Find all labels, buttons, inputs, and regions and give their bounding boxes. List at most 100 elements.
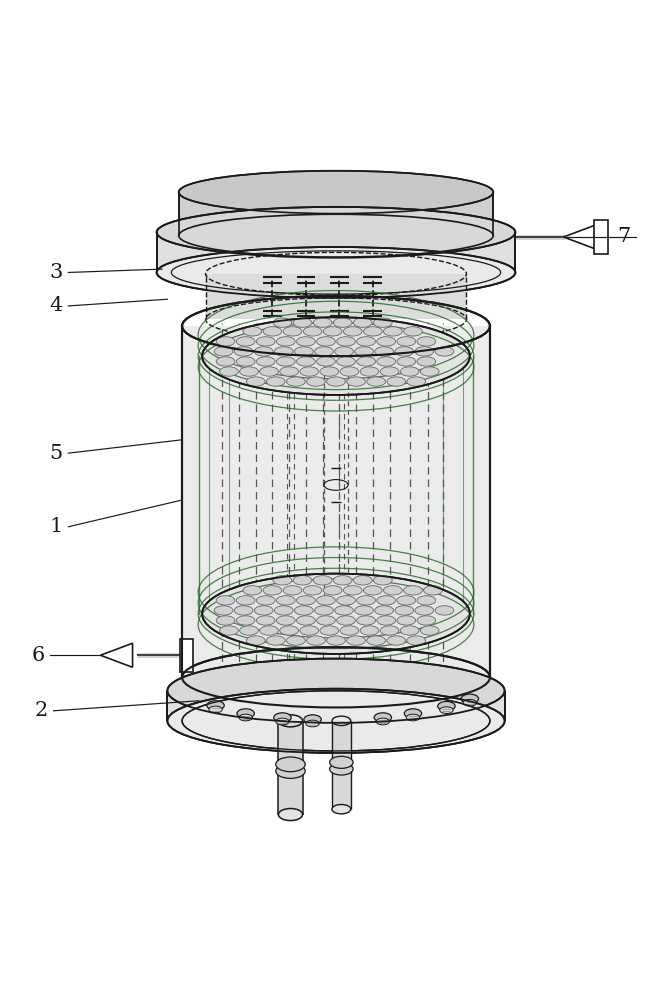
Ellipse shape: [420, 626, 439, 635]
Ellipse shape: [202, 317, 470, 395]
Ellipse shape: [397, 616, 416, 625]
Ellipse shape: [420, 367, 439, 376]
Ellipse shape: [323, 327, 342, 336]
Ellipse shape: [202, 574, 470, 654]
Ellipse shape: [417, 357, 435, 366]
Text: 6: 6: [32, 646, 45, 665]
Ellipse shape: [387, 636, 406, 645]
Ellipse shape: [337, 616, 355, 625]
Ellipse shape: [343, 586, 362, 595]
Ellipse shape: [214, 347, 233, 356]
Ellipse shape: [377, 616, 396, 625]
Ellipse shape: [263, 586, 282, 595]
Ellipse shape: [293, 576, 312, 585]
Ellipse shape: [167, 689, 505, 753]
Ellipse shape: [387, 377, 406, 386]
Bar: [594, 220, 607, 254]
Text: 5: 5: [50, 444, 63, 463]
Ellipse shape: [237, 596, 255, 605]
Ellipse shape: [296, 357, 315, 366]
Ellipse shape: [435, 606, 454, 615]
Ellipse shape: [357, 596, 376, 605]
Ellipse shape: [317, 616, 335, 625]
Ellipse shape: [395, 347, 414, 356]
Ellipse shape: [296, 337, 315, 346]
Ellipse shape: [384, 327, 403, 336]
Ellipse shape: [313, 318, 332, 327]
Ellipse shape: [276, 616, 295, 625]
Ellipse shape: [340, 626, 359, 635]
Ellipse shape: [216, 596, 235, 605]
Ellipse shape: [367, 636, 386, 645]
Ellipse shape: [323, 586, 342, 595]
Ellipse shape: [337, 596, 355, 605]
Ellipse shape: [335, 347, 353, 356]
Ellipse shape: [207, 701, 224, 710]
Ellipse shape: [367, 377, 386, 386]
Ellipse shape: [306, 720, 319, 727]
Ellipse shape: [375, 606, 394, 615]
Ellipse shape: [247, 377, 265, 386]
Ellipse shape: [296, 616, 315, 625]
Ellipse shape: [317, 357, 335, 366]
Ellipse shape: [335, 606, 353, 615]
Ellipse shape: [283, 586, 302, 595]
Ellipse shape: [293, 318, 312, 327]
Ellipse shape: [407, 714, 419, 721]
Ellipse shape: [235, 606, 253, 615]
Ellipse shape: [276, 596, 295, 605]
Ellipse shape: [314, 347, 333, 356]
Ellipse shape: [209, 706, 222, 713]
Ellipse shape: [401, 626, 419, 635]
Ellipse shape: [374, 713, 392, 722]
Ellipse shape: [343, 327, 362, 336]
Ellipse shape: [327, 377, 345, 386]
Ellipse shape: [417, 596, 435, 605]
Ellipse shape: [216, 616, 235, 625]
Ellipse shape: [380, 626, 399, 635]
Ellipse shape: [333, 318, 352, 327]
Ellipse shape: [276, 357, 295, 366]
Polygon shape: [332, 721, 351, 809]
Ellipse shape: [214, 606, 233, 615]
Ellipse shape: [376, 718, 390, 725]
Ellipse shape: [255, 347, 273, 356]
Ellipse shape: [320, 367, 339, 376]
Ellipse shape: [333, 576, 352, 585]
Ellipse shape: [300, 367, 319, 376]
Ellipse shape: [439, 707, 453, 713]
Ellipse shape: [303, 327, 322, 336]
Ellipse shape: [220, 626, 239, 635]
Ellipse shape: [256, 596, 275, 605]
Polygon shape: [564, 225, 595, 249]
Ellipse shape: [415, 347, 433, 356]
Text: 7: 7: [617, 227, 630, 246]
Ellipse shape: [276, 757, 305, 772]
Ellipse shape: [377, 357, 396, 366]
Ellipse shape: [360, 626, 379, 635]
Ellipse shape: [364, 586, 382, 595]
Ellipse shape: [286, 636, 305, 645]
Ellipse shape: [317, 337, 335, 346]
Ellipse shape: [179, 171, 493, 214]
Ellipse shape: [263, 327, 282, 336]
Ellipse shape: [374, 576, 392, 585]
Ellipse shape: [377, 596, 396, 605]
Ellipse shape: [280, 367, 298, 376]
Ellipse shape: [266, 636, 285, 645]
Ellipse shape: [276, 718, 289, 725]
Ellipse shape: [397, 596, 416, 605]
Polygon shape: [179, 192, 493, 236]
Ellipse shape: [332, 804, 351, 814]
Ellipse shape: [237, 616, 255, 625]
Ellipse shape: [435, 347, 454, 356]
Ellipse shape: [314, 606, 333, 615]
Ellipse shape: [353, 576, 372, 585]
Ellipse shape: [300, 626, 319, 635]
Ellipse shape: [395, 606, 414, 615]
Ellipse shape: [404, 586, 422, 595]
Ellipse shape: [237, 709, 255, 718]
Ellipse shape: [276, 764, 305, 778]
Ellipse shape: [157, 247, 515, 298]
Text: 2: 2: [35, 701, 48, 720]
